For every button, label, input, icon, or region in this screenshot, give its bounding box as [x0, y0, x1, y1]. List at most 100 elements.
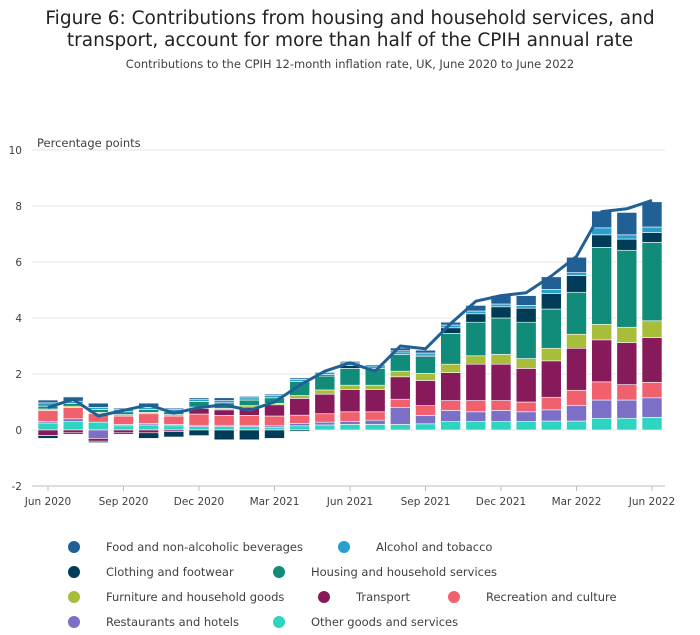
bar-segment — [314, 393, 336, 415]
bar-segment — [62, 432, 84, 435]
bar-segment — [616, 342, 638, 385]
bar-segment — [264, 426, 285, 431]
bar-segment — [566, 291, 587, 335]
bar-segment — [566, 347, 587, 391]
bar-segment — [541, 409, 562, 422]
legend-item: Transport — [318, 590, 410, 604]
bar-stack-aug-2020 — [88, 402, 109, 443]
legend-item: Clothing and footwear — [68, 565, 234, 579]
legend-item: Recreation and culture — [448, 590, 617, 604]
bar-segment — [465, 421, 487, 431]
bar-segment — [213, 429, 235, 441]
bar-segment — [364, 411, 386, 421]
bar-segment — [515, 411, 537, 422]
bar-segment — [515, 358, 537, 369]
bar-segment — [289, 429, 310, 432]
bar-stack-apr-2021 — [289, 377, 310, 432]
bar-stack-jun-2022 — [641, 201, 663, 431]
legend-item: Housing and household services — [273, 565, 497, 579]
legend-swatch — [318, 591, 330, 603]
bar-segment — [314, 389, 336, 395]
bar-segment — [591, 381, 612, 401]
bar-segment — [239, 399, 260, 406]
bar-segment — [566, 272, 587, 276]
bar-segment — [591, 417, 612, 431]
bar-segment — [515, 368, 537, 403]
bar-segment — [566, 420, 587, 431]
legend-swatch — [448, 591, 460, 603]
bar-segment — [339, 411, 361, 422]
bar-segment — [239, 396, 260, 399]
bar-segment — [641, 226, 663, 233]
bar-segment — [37, 399, 59, 404]
bar-segment — [239, 415, 260, 426]
legend-item: Food and non-alcoholic beverages — [68, 540, 303, 554]
legend-label: Housing and household services — [311, 565, 498, 579]
bar-segment — [289, 398, 310, 416]
bar-segment — [591, 399, 612, 419]
bar-stack-may-2021 — [314, 372, 336, 431]
bar-segment — [289, 423, 310, 427]
bar-segment — [616, 326, 638, 343]
bar-segment — [616, 384, 638, 401]
legend-label: Alcohol and tobacco — [376, 540, 493, 554]
bar-segment — [515, 401, 537, 413]
bar-segment — [515, 295, 537, 306]
bar-segment — [465, 313, 487, 323]
bar-segment — [616, 212, 638, 236]
bar-segment — [88, 440, 109, 443]
bar-segment — [465, 321, 487, 357]
bar-segment — [390, 424, 411, 431]
bar-segment — [390, 398, 411, 408]
bar-segment — [88, 407, 109, 410]
bar-segment — [465, 355, 487, 365]
bar-segment — [490, 317, 512, 355]
bar-segment — [465, 400, 487, 413]
cpih-line — [47, 198, 653, 418]
y-axis-label: Percentage points — [37, 136, 141, 150]
bar-segment — [37, 429, 59, 436]
bar-segment — [62, 418, 84, 422]
legend-swatch — [68, 616, 80, 628]
bar-segment — [339, 421, 361, 425]
bar-segment — [641, 232, 663, 243]
legend-label: Recreation and culture — [486, 590, 617, 604]
bar-segment — [37, 410, 59, 422]
bar-segment — [314, 413, 336, 423]
bar-segment — [113, 429, 134, 434]
x-tick-label: Jun 2021 — [326, 496, 373, 508]
bar-segment — [390, 347, 411, 352]
bar-segment — [213, 415, 235, 426]
bar-segment — [616, 238, 638, 251]
bar-segment — [188, 398, 210, 402]
legend-label: Furniture and household goods — [106, 590, 285, 604]
bar-segment — [264, 429, 285, 439]
x-tick-label: Dec 2020 — [174, 496, 224, 508]
bar-segment — [37, 435, 59, 439]
bar-segment — [62, 407, 84, 420]
bar-segment — [390, 407, 411, 425]
bar-segment — [541, 360, 562, 398]
bar-stack-nov-2021 — [465, 305, 487, 431]
bar-stack-feb-2021 — [239, 396, 260, 441]
bar-segment — [339, 424, 361, 431]
bar-segment — [213, 397, 235, 401]
legend-item: Furniture and household goods — [68, 590, 284, 604]
bar-segment — [641, 201, 663, 228]
bar-segment — [490, 410, 512, 422]
bar-segment — [289, 425, 310, 431]
bar-stacks — [37, 201, 663, 443]
legend-swatch — [338, 541, 350, 553]
bar-segment — [113, 415, 134, 425]
bar-segment — [440, 372, 461, 401]
bar-segment — [641, 320, 663, 338]
chart-title-line-1: Figure 6: Contributions from housing and… — [45, 8, 655, 29]
bar-segment — [339, 389, 361, 413]
legend-label: Restaurants and hotels — [106, 615, 239, 629]
bar-segment — [390, 370, 411, 378]
bar-segment — [440, 410, 461, 422]
chart-title-line-2: transport, account for more than half of… — [66, 30, 634, 51]
bar-segment — [641, 337, 663, 383]
bar-segment — [264, 404, 285, 417]
bar-segment — [541, 276, 562, 290]
